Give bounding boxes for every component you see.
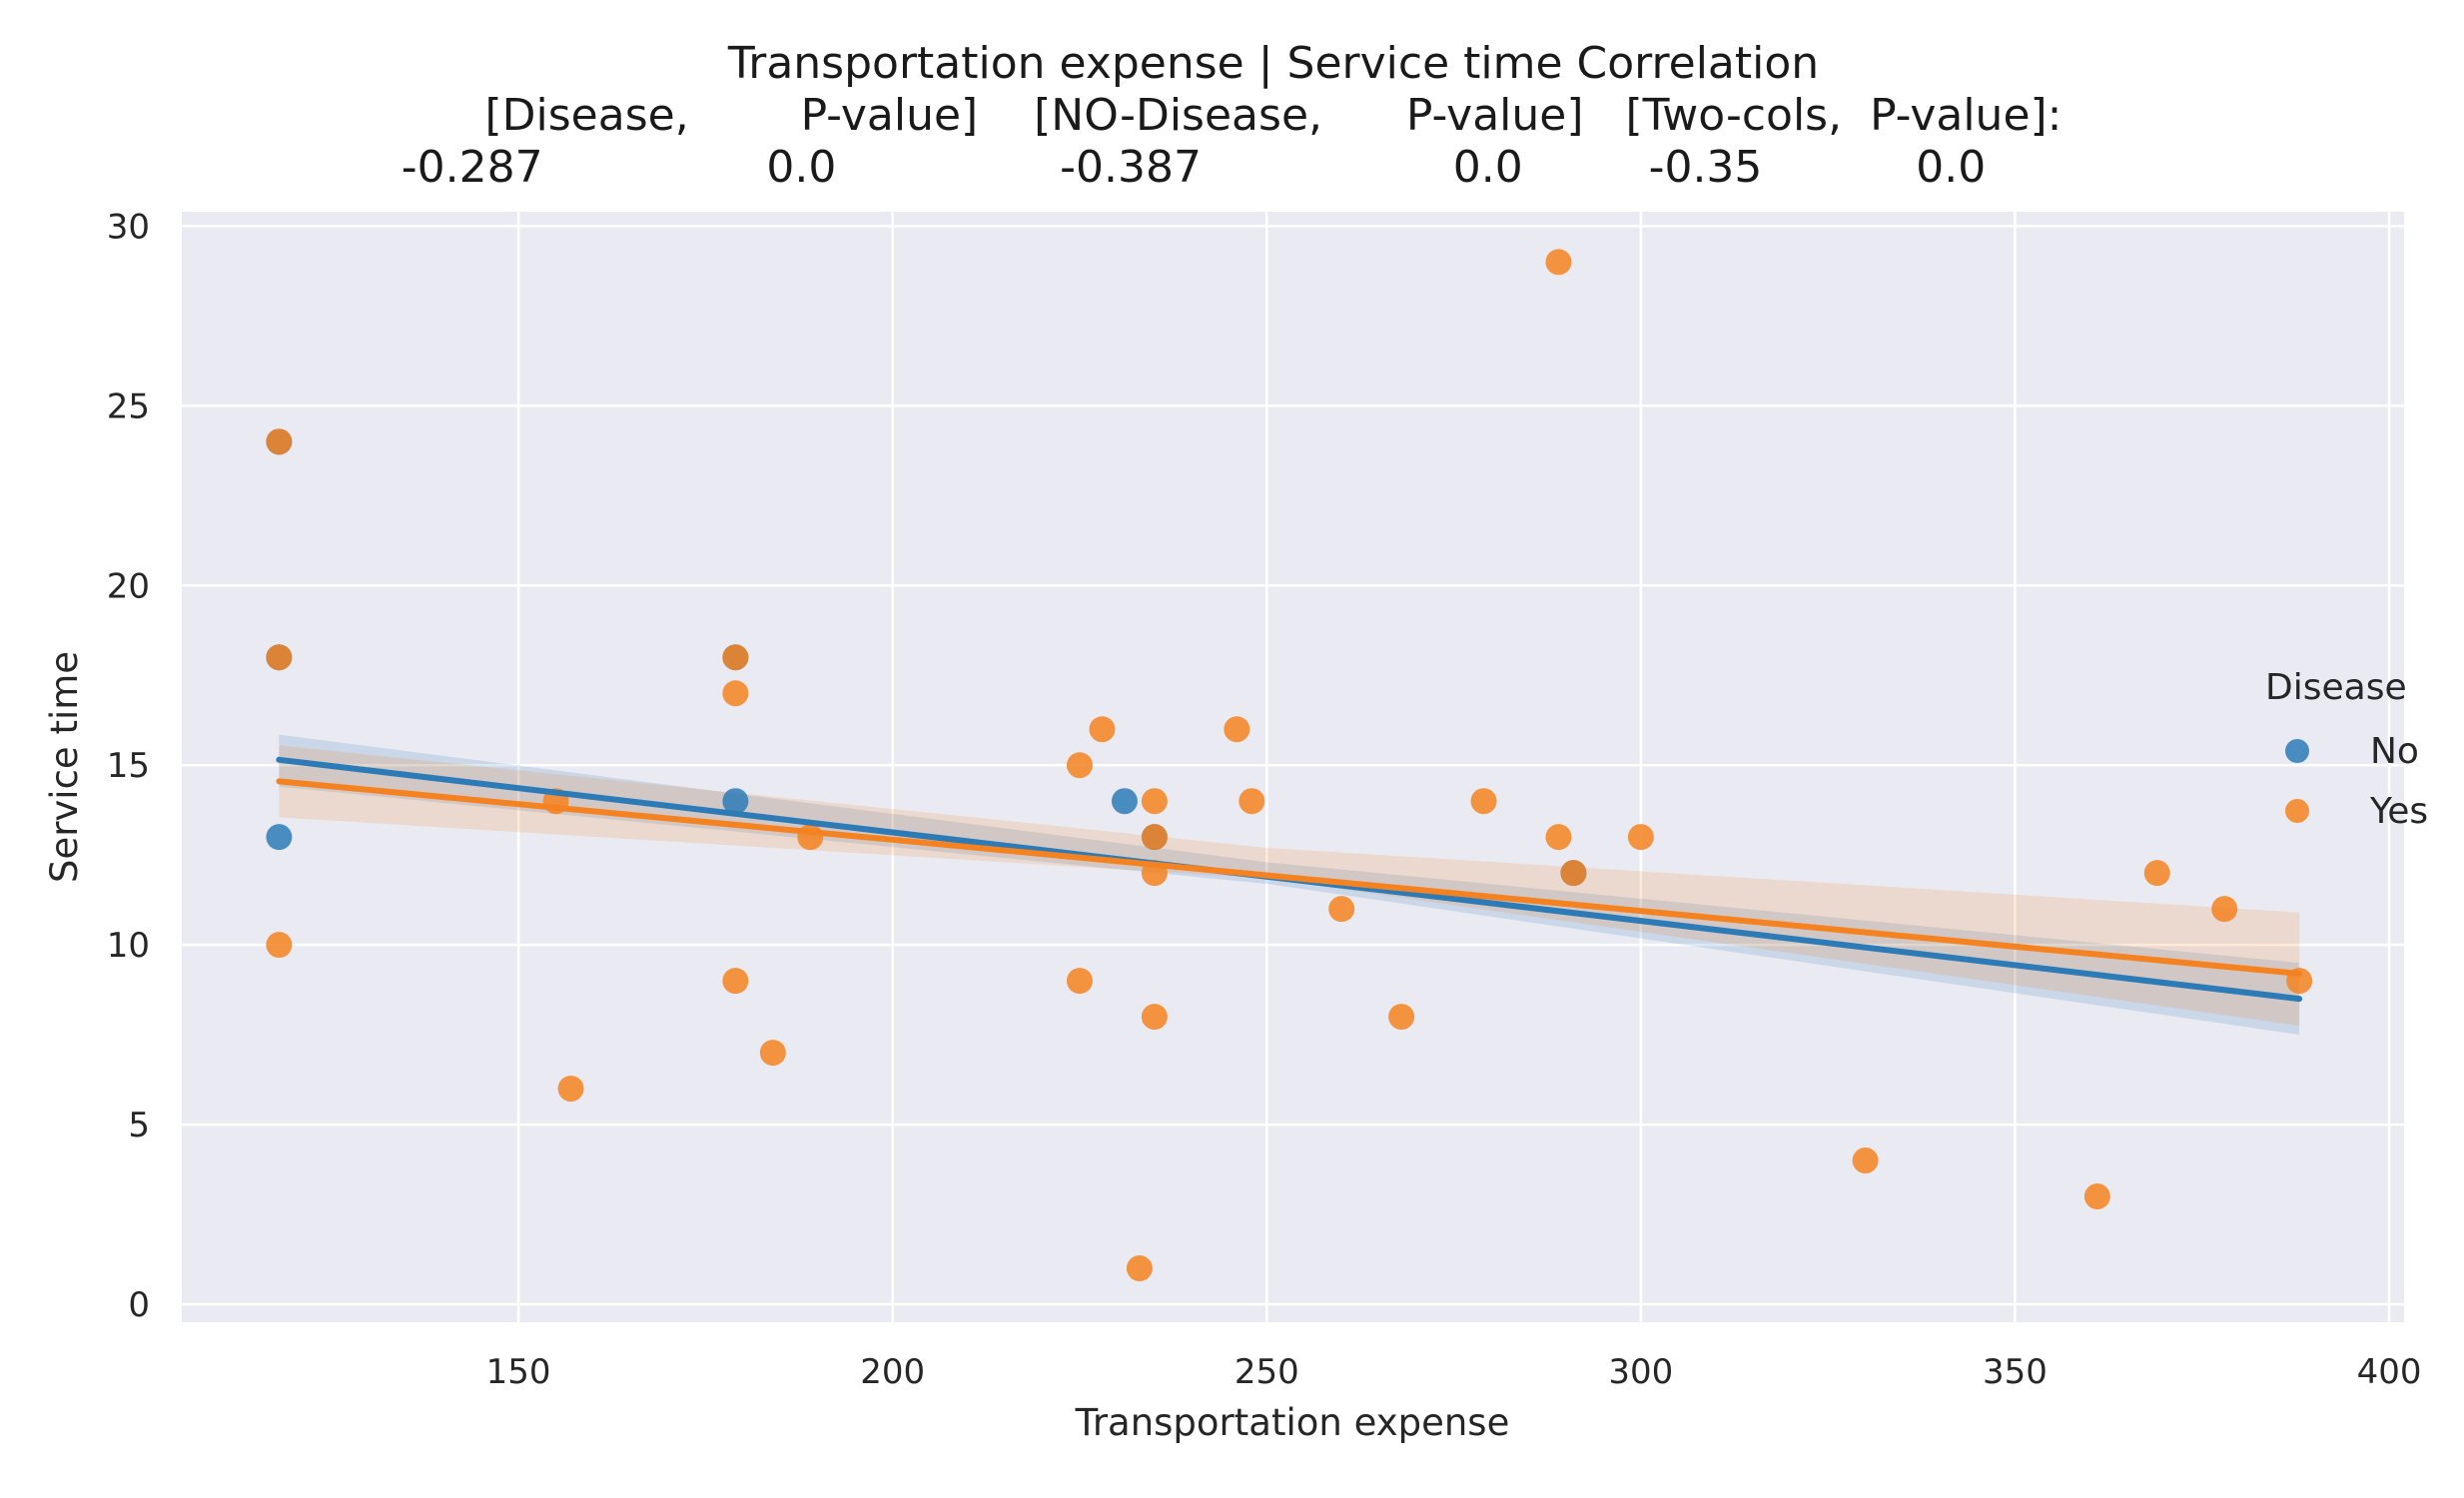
- legend-label-yes: Yes: [2369, 791, 2428, 832]
- title-line-2: [Disease, P-value] [NO-Disease, P-value]…: [484, 90, 2061, 141]
- point-yes: [722, 680, 749, 707]
- ci-band-yes: [279, 745, 2300, 1027]
- point-no: [266, 824, 293, 851]
- y-tick-label: 25: [107, 386, 150, 426]
- point-yes: [1852, 1147, 1879, 1174]
- point-no: [722, 788, 749, 815]
- point-yes: [1141, 824, 1168, 851]
- legend-title: Disease: [2265, 667, 2407, 708]
- plot-area: [182, 212, 2404, 1322]
- y-tick-label: 15: [107, 746, 150, 786]
- y-tick-label: 30: [107, 207, 150, 247]
- point-yes: [1545, 824, 1572, 851]
- grid: [182, 212, 2404, 1322]
- point-yes: [1066, 752, 1093, 779]
- point-yes: [1141, 1004, 1168, 1031]
- confidence-bands: [279, 734, 2300, 1036]
- x-tick-label: 250: [1234, 1352, 1299, 1392]
- point-yes: [797, 824, 824, 851]
- y-axis-label: Service time: [43, 651, 86, 883]
- point-yes: [1238, 788, 1265, 815]
- title-line-3: -0.287 0.0 -0.387 0.0 -0.35 0.0: [402, 142, 1987, 193]
- point-yes: [1066, 968, 1093, 995]
- point-yes: [1388, 1004, 1415, 1031]
- point-yes: [1560, 860, 1587, 887]
- y-tick-label: 10: [107, 926, 150, 966]
- point-yes: [266, 644, 293, 671]
- point-yes: [1545, 249, 1572, 276]
- point-yes: [557, 1076, 584, 1103]
- x-tick-label: 200: [860, 1352, 925, 1392]
- point-yes: [266, 932, 293, 959]
- x-tick-label: 150: [486, 1352, 551, 1392]
- x-tick-label: 350: [1983, 1352, 2048, 1392]
- legend: Disease No Yes: [2265, 667, 2428, 832]
- scatter-points: [266, 249, 2313, 1282]
- point-yes: [2143, 860, 2170, 887]
- point-yes: [2211, 896, 2238, 923]
- legend-marker-no: [2285, 739, 2309, 763]
- y-tick-labels: 0 5 10 15 20 25 30: [107, 207, 150, 1325]
- point-yes: [759, 1040, 786, 1067]
- point-yes: [1141, 788, 1168, 815]
- title-line-1: Transportation expense | Service time Co…: [727, 38, 1819, 89]
- point-yes: [1126, 1255, 1153, 1282]
- regression-line-yes: [276, 778, 2303, 977]
- point-yes: [1224, 716, 1250, 743]
- legend-label-no: No: [2370, 731, 2419, 772]
- y-tick-label: 20: [107, 566, 150, 606]
- point-yes: [1627, 824, 1654, 851]
- x-tick-labels: 150 200 250 300 350 400: [486, 1352, 2422, 1392]
- y-tick-label: 0: [128, 1285, 150, 1325]
- point-yes: [722, 968, 749, 995]
- y-tick-label: 5: [128, 1106, 150, 1145]
- x-tick-label: 300: [1608, 1352, 1673, 1392]
- point-yes: [1328, 896, 1355, 923]
- x-tick-label: 400: [2357, 1352, 2422, 1392]
- point-yes: [1470, 788, 1497, 815]
- regression-lines: [276, 756, 2303, 1003]
- ci-band-no: [279, 734, 2300, 1036]
- point-yes: [266, 428, 293, 455]
- point-yes: [2083, 1183, 2110, 1210]
- point-yes: [722, 644, 749, 671]
- point-no: [1111, 788, 1138, 815]
- x-axis-label: Transportation expense: [1075, 1401, 1510, 1444]
- point-yes: [1089, 716, 1116, 743]
- chart-title: Transportation expense | Service time Co…: [402, 38, 2062, 193]
- legend-marker-yes: [2285, 799, 2309, 823]
